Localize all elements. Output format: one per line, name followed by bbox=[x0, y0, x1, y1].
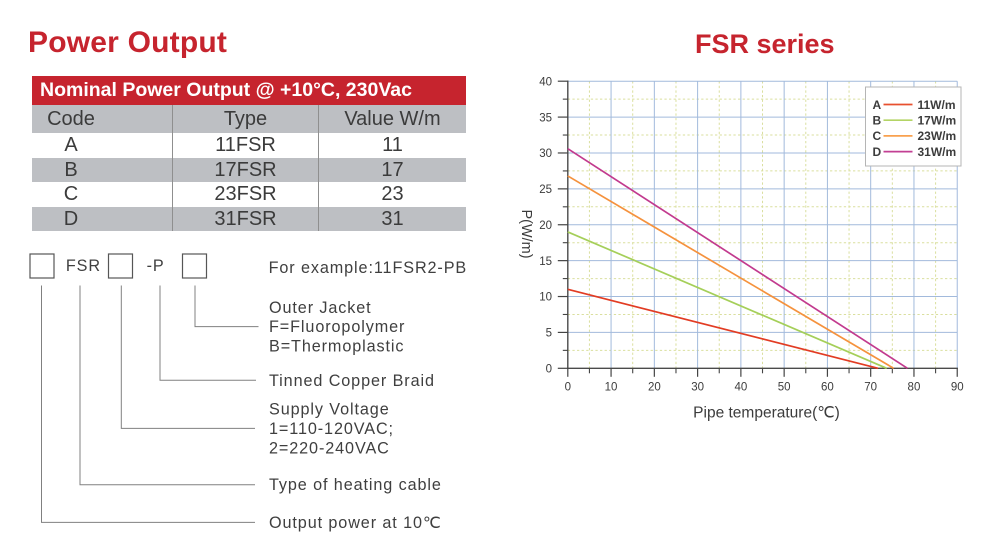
svg-text:30: 30 bbox=[539, 148, 552, 160]
svg-text:40: 40 bbox=[539, 76, 552, 88]
svg-text:50: 50 bbox=[778, 381, 791, 393]
svg-text:B=Thermoplastic: B=Thermoplastic bbox=[269, 337, 404, 355]
svg-text:Output power at 10℃: Output power at 10℃ bbox=[269, 514, 442, 532]
svg-text:23W/m: 23W/m bbox=[918, 129, 957, 143]
svg-text:A: A bbox=[873, 98, 882, 112]
svg-text:20: 20 bbox=[648, 381, 661, 393]
svg-text:5: 5 bbox=[546, 328, 552, 340]
svg-text:10: 10 bbox=[539, 292, 552, 304]
svg-text:40: 40 bbox=[734, 381, 747, 393]
svg-text:11W/m: 11W/m bbox=[918, 98, 956, 112]
svg-text:Tinned Copper Braid: Tinned Copper Braid bbox=[269, 372, 435, 390]
svg-text:17W/m: 17W/m bbox=[918, 114, 957, 128]
svg-text:C: C bbox=[873, 129, 882, 143]
svg-text:Supply Voltage: Supply Voltage bbox=[269, 401, 390, 419]
svg-text:60: 60 bbox=[821, 381, 834, 393]
svg-text:2=220-240VAC: 2=220-240VAC bbox=[269, 440, 390, 458]
svg-text:1=110-120VAC;: 1=110-120VAC; bbox=[269, 420, 394, 438]
svg-text:D: D bbox=[873, 145, 882, 159]
svg-text:Type of heating cable: Type of heating cable bbox=[269, 476, 442, 494]
svg-text:90: 90 bbox=[951, 381, 964, 393]
svg-text:-P: -P bbox=[147, 257, 165, 275]
svg-text:31W/m: 31W/m bbox=[918, 145, 957, 159]
svg-text:30: 30 bbox=[691, 381, 704, 393]
svg-text:20: 20 bbox=[539, 220, 552, 232]
svg-text:FSR: FSR bbox=[66, 257, 101, 275]
svg-text:Pipe temperature(℃): Pipe temperature(℃) bbox=[693, 405, 840, 422]
svg-text:0: 0 bbox=[565, 381, 571, 393]
svg-text:B: B bbox=[873, 114, 882, 128]
svg-text:10: 10 bbox=[605, 381, 618, 393]
svg-text:For example:11FSR2-PB: For example:11FSR2-PB bbox=[269, 259, 468, 277]
svg-text:25: 25 bbox=[539, 184, 552, 196]
svg-text:80: 80 bbox=[908, 381, 921, 393]
svg-text:Outer Jacket: Outer Jacket bbox=[269, 299, 372, 317]
svg-text:15: 15 bbox=[539, 256, 552, 268]
svg-text:P(W/m): P(W/m) bbox=[518, 209, 534, 258]
svg-text:70: 70 bbox=[864, 381, 877, 393]
svg-text:F=Fluoropolymer: F=Fluoropolymer bbox=[269, 318, 405, 336]
svg-text:35: 35 bbox=[539, 112, 552, 124]
svg-text:0: 0 bbox=[546, 364, 552, 376]
